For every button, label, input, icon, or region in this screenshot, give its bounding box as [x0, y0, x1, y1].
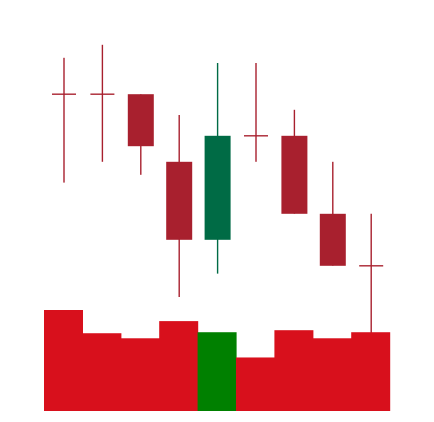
volume-bar-9: [351, 332, 391, 411]
candlestick-series: [52, 44, 384, 368]
candle-body: [166, 161, 193, 240]
candle-body: [319, 213, 346, 266]
volume-series: [44, 310, 391, 411]
candle-6: [244, 63, 268, 162]
candle-8: [319, 161, 346, 266]
volume-bar-3: [120, 338, 160, 411]
candle-3: [127, 94, 154, 175]
candle-4: [166, 115, 193, 297]
volume-bar-5: [197, 332, 237, 411]
volume-bar-6: [236, 357, 275, 411]
candle-1: [52, 57, 76, 183]
candle-body: [281, 135, 308, 214]
volume-bar-8: [312, 338, 352, 411]
volume-bar-2: [82, 333, 122, 411]
volume-bar-4: [159, 321, 199, 411]
candle-body: [204, 135, 231, 240]
candle-7: [281, 109, 308, 214]
volume-bar-7: [274, 330, 314, 411]
volume-bar-1: [44, 310, 83, 411]
candle-body: [127, 94, 154, 147]
candle-2: [90, 44, 115, 162]
candle-5: [204, 63, 231, 274]
